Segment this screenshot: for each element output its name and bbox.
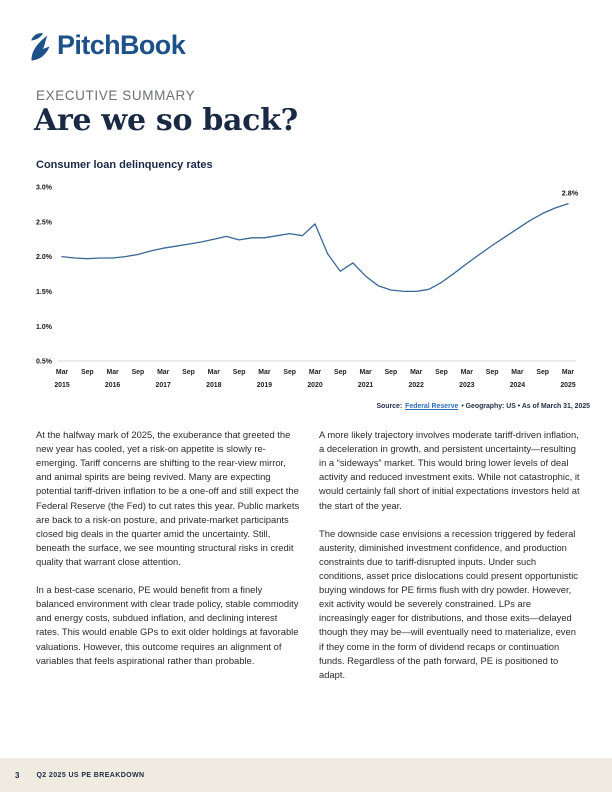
x-tick-month-label: Mar xyxy=(208,369,221,376)
x-tick-month-label: Mar xyxy=(511,369,524,376)
y-tick-label: 0.5% xyxy=(36,359,53,366)
x-tick-month-label: Sep xyxy=(283,369,296,376)
x-tick-month-label: Mar xyxy=(410,369,423,376)
footer-bar: 3 Q2 2025 US PE BREAKDOWN xyxy=(0,758,612,792)
delinquency-line-chart: 3.0% 2.5% 2.0% 1.5% 1.0% 0.5% 2.8% Mar Sep Mar Sep… xyxy=(36,185,579,389)
paragraph: A more likely trajectory involves modera… xyxy=(319,429,580,511)
logo-wordmark: PitchBook xyxy=(57,30,186,60)
paragraph: The downside case envisions a recession … xyxy=(319,527,578,680)
body-right-column: A more likely trajectory involves modera… xyxy=(319,428,583,696)
section-eyebrow: EXECUTIVE SUMMARY xyxy=(36,88,196,103)
source-link[interactable]: Federal Reserve xyxy=(405,403,459,410)
page-title: Are we so back? xyxy=(34,103,298,138)
x-tick-month-label: Mar xyxy=(359,369,372,376)
x-tick-month-label: Sep xyxy=(334,369,347,376)
x-tick-year-label: 2018 xyxy=(206,382,221,389)
x-tick-year-label: 2015 xyxy=(54,382,69,389)
x-tick-year-label: 2021 xyxy=(358,382,373,389)
footer-report-title: Q2 2025 US PE BREAKDOWN xyxy=(36,771,145,779)
x-tick-month-label: Sep xyxy=(81,369,94,376)
y-tick-label: 3.0% xyxy=(36,185,53,192)
x-tick-year-label: 2016 xyxy=(105,382,120,389)
x-tick-month-label: Mar xyxy=(258,369,271,376)
x-tick-month-label: Sep xyxy=(486,369,499,376)
chart-source-line: Source: Federal Reserve • Geography: US • … xyxy=(36,403,590,410)
paragraph: At the halfway mark of 2025, the exubera… xyxy=(36,429,300,567)
x-tick-month-label: Mar xyxy=(106,369,119,376)
x-tick-year-label: 2025 xyxy=(560,382,575,389)
x-tick-month-label: Mar xyxy=(157,369,170,376)
chart-end-value-label: 2.8% xyxy=(562,189,579,198)
x-tick-month-label: Mar xyxy=(309,369,322,376)
pitchbook-logo: PitchBook xyxy=(28,30,186,61)
x-tick-month-label: Sep xyxy=(536,369,549,376)
chart-title: Consumer loan delinquency rates xyxy=(36,159,213,171)
paragraph: In a best-case scenario, PE would benefi… xyxy=(36,584,299,666)
body-text-columns: At the halfway mark of 2025, the exubera… xyxy=(36,428,583,696)
x-tick-month-label: Mar xyxy=(461,369,474,376)
x-tick-month-label: Sep xyxy=(385,369,398,376)
delinquency-rate-line xyxy=(61,203,569,293)
pitchbook-quill-icon xyxy=(31,32,50,60)
x-tick-year-label: 2022 xyxy=(409,382,424,389)
x-tick-year-label: 2020 xyxy=(307,382,322,389)
x-tick-month-label: Sep xyxy=(233,369,246,376)
source-suffix: • Geography: US • As of March 31, 2025 xyxy=(461,403,590,410)
page-number: 3 xyxy=(15,770,20,780)
x-tick-month-label: Sep xyxy=(435,369,448,376)
body-left-column: At the halfway mark of 2025, the exubera… xyxy=(36,428,300,696)
x-tick-year-label: 2017 xyxy=(156,382,171,389)
y-tick-label: 2.0% xyxy=(36,254,53,261)
x-tick-year-label: 2024 xyxy=(510,382,525,389)
x-tick-month-label: Sep xyxy=(132,369,145,376)
source-prefix: Source: xyxy=(376,403,403,410)
x-tick-month-label: Mar xyxy=(56,369,69,376)
x-tick-month-label: Sep xyxy=(182,369,195,376)
y-tick-label: 1.0% xyxy=(36,324,53,331)
x-tick-year-label: 2023 xyxy=(459,382,474,389)
y-tick-label: 1.5% xyxy=(36,289,53,296)
y-tick-label: 2.5% xyxy=(36,219,53,226)
x-tick-year-label: 2019 xyxy=(257,382,272,389)
x-tick-month-label: Mar xyxy=(562,369,575,376)
